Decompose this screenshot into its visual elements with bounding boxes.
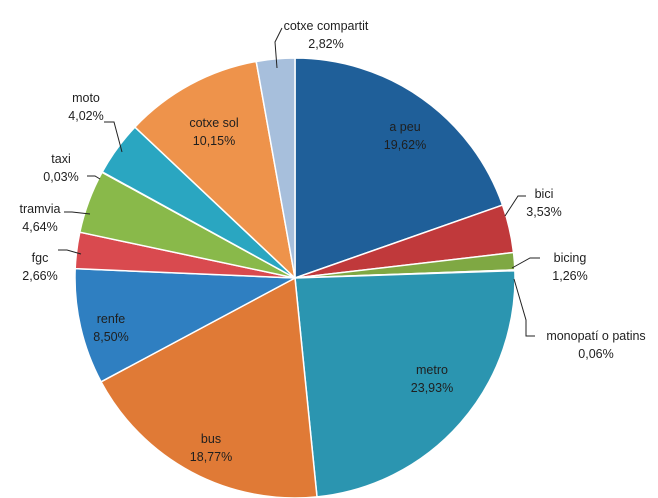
slice-cotxe-sol <box>133 60 297 281</box>
slice-label-bici: bici 3,53% <box>526 187 561 219</box>
leader-line-moto <box>104 121 123 153</box>
slice-label-metro: metro 23,93% <box>411 363 453 395</box>
slice-label-cotxe-compartit: cotxe compartit 2,82% <box>284 19 369 51</box>
slice-category-cotxe-compartit: cotxe compartit <box>284 19 369 33</box>
slice-value-tramvia: 4,64% <box>22 220 57 234</box>
slice-category-monopati-o-patins: monopatí o patins <box>546 329 645 343</box>
slice-value-cotxe-compartit: 2,82% <box>308 37 343 51</box>
slice-label-taxi: taxi 0,03% <box>43 152 78 184</box>
slice-category-a-peu: a peu <box>389 120 420 134</box>
slice-category-moto: moto <box>72 91 100 105</box>
leader-line-bici <box>504 195 526 217</box>
slice-value-moto: 4,02% <box>68 109 103 123</box>
leader-line-bicing <box>511 257 540 269</box>
slice-value-bicing: 1,26% <box>552 269 587 283</box>
leader-line-tramvia <box>64 211 91 215</box>
slice-category-bici: bici <box>535 187 554 201</box>
leader-line-taxi <box>87 175 101 180</box>
slice-cotxe-compartit <box>255 57 296 279</box>
leader-line-fgc <box>58 249 82 255</box>
slice-label-moto: moto 4,02% <box>68 91 103 123</box>
slice-value-bici: 3,53% <box>526 205 561 219</box>
slice-labels: a peu 19,62% bici 3,53% bicing 1,26% monopatí … <box>20 19 646 464</box>
leader-lines <box>58 27 540 337</box>
slice-label-bus: bus 18,77% <box>190 432 232 464</box>
slice-label-cotxe-sol: cotxe sol 10,15% <box>189 116 238 148</box>
slice-category-taxi: taxi <box>51 152 70 166</box>
slice-category-metro: metro <box>416 363 448 377</box>
slice-category-bicing: bicing <box>554 251 587 265</box>
slice-label-renfe: renfe 8,50% <box>93 312 128 344</box>
leader-line-cotxe-compartit <box>274 27 283 69</box>
leader-line-monopati-o-patins <box>513 278 535 337</box>
slice-value-a-peu: 19,62% <box>384 138 426 152</box>
slice-label-tramvia: tramvia 4,64% <box>20 202 61 234</box>
slice-value-metro: 23,93% <box>411 381 453 395</box>
slice-value-monopati-o-patins: 0,06% <box>578 347 613 361</box>
slice-label-bicing: bicing 1,26% <box>552 251 587 283</box>
slice-value-taxi: 0,03% <box>43 170 78 184</box>
slice-category-bus: bus <box>201 432 221 446</box>
slice-value-renfe: 8,50% <box>93 330 128 344</box>
slice-value-bus: 18,77% <box>190 450 232 464</box>
slice-label-a-peu: a peu 19,62% <box>384 120 426 152</box>
pie-slices <box>74 57 516 498</box>
slice-metro <box>294 269 516 498</box>
slice-category-fgc: fgc <box>32 251 49 265</box>
slice-renfe <box>74 267 298 383</box>
slice-value-cotxe-sol: 10,15% <box>193 134 235 148</box>
slice-value-fgc: 2,66% <box>22 269 57 283</box>
slice-category-renfe: renfe <box>97 312 126 326</box>
slice-label-fgc: fgc 2,66% <box>22 251 57 283</box>
slice-label-monopati-o-patins: monopatí o patins 0,06% <box>546 329 645 361</box>
slice-category-cotxe-sol: cotxe sol <box>189 116 238 130</box>
slice-category-tramvia: tramvia <box>20 202 61 216</box>
